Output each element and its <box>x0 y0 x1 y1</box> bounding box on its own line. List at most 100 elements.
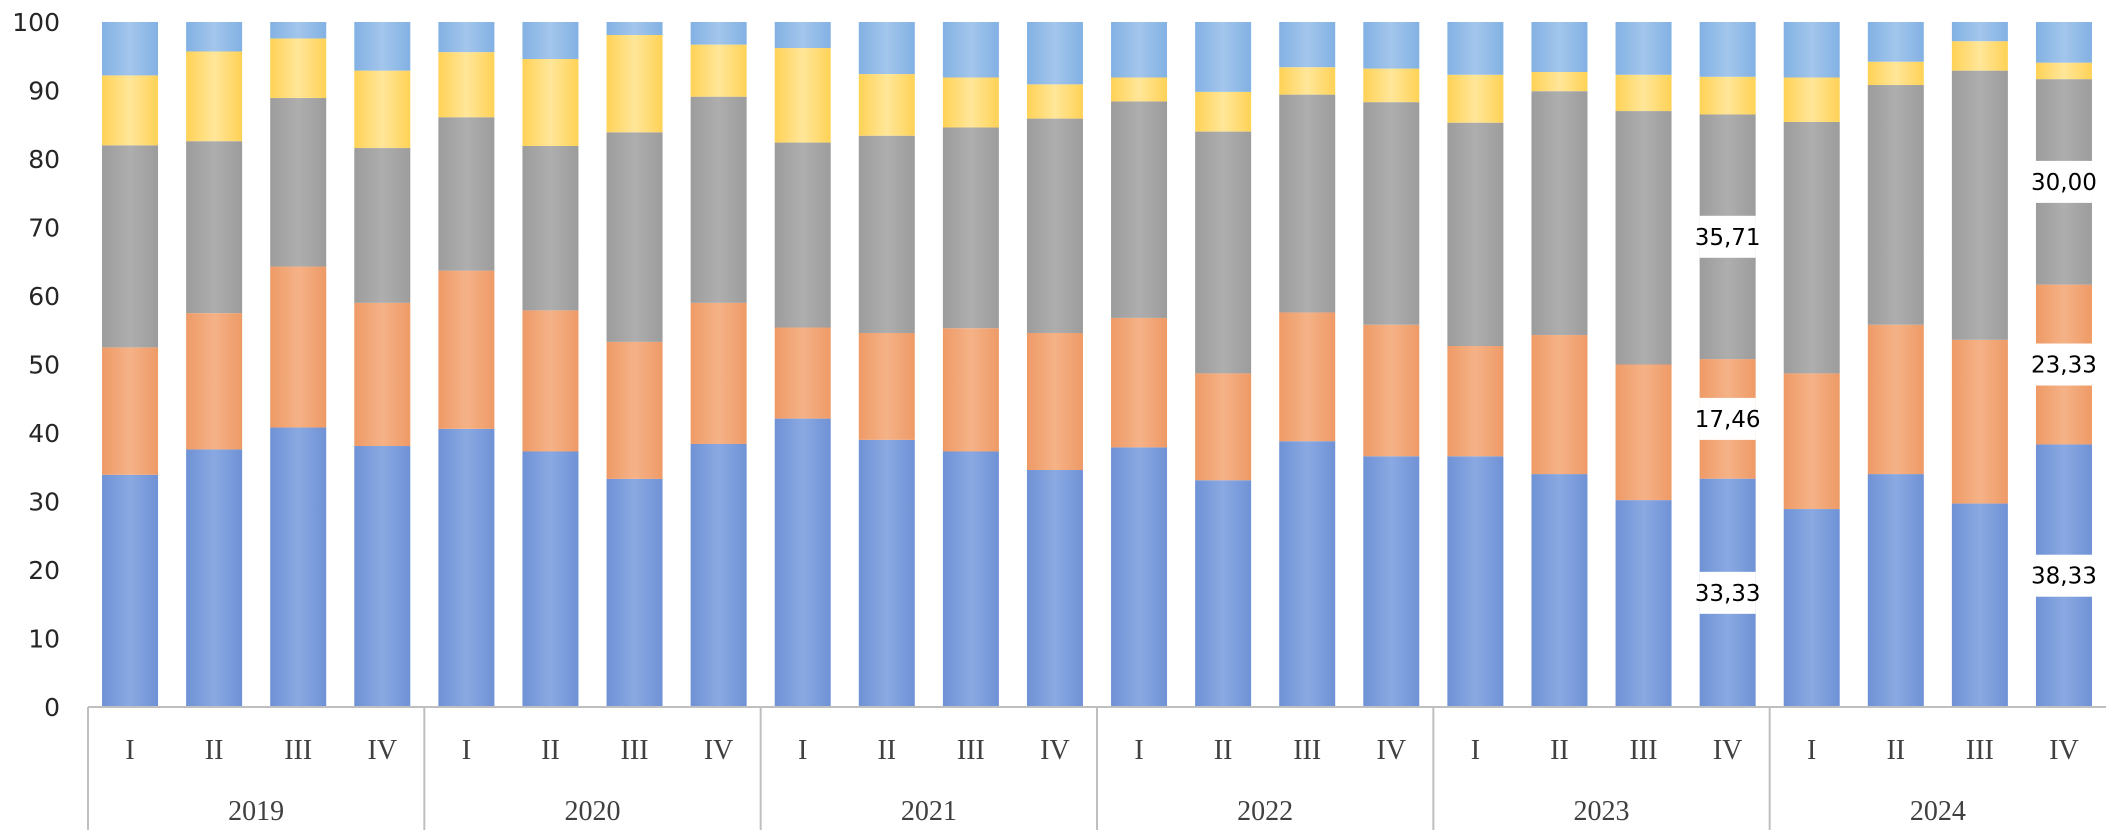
bar-segment-series-1 <box>522 451 579 707</box>
bar-segment-series-1 <box>1363 456 1420 707</box>
quarter-label: II <box>877 735 896 766</box>
bar-segment-series-4 <box>1783 77 1840 123</box>
quarter-label: II <box>1886 735 1905 766</box>
bar-segment-series-2 <box>942 328 999 452</box>
quarter-label: I <box>125 735 134 766</box>
data-label-box <box>1699 397 1756 440</box>
data-label-box <box>2035 160 2092 203</box>
bar-segment-series-1 <box>1783 509 1840 707</box>
bar-segment-series-5 <box>1111 22 1168 78</box>
bar-segment-series-1 <box>102 474 159 707</box>
bar-segment-series-1 <box>270 427 327 707</box>
bar-segment-series-4 <box>1867 61 1924 86</box>
quarter-label: IV <box>1377 735 1407 766</box>
bar-segment-series-1 <box>1111 447 1168 707</box>
bar-segment-series-3 <box>438 117 495 271</box>
data-label: 30,00 <box>2031 170 2097 196</box>
bar-segment-series-2 <box>774 327 831 419</box>
y-tick-label: 60 <box>28 282 60 311</box>
quarter-label: IV <box>1713 735 1743 766</box>
y-tick-label: 20 <box>28 556 60 585</box>
bar-segment-series-2 <box>1195 373 1252 481</box>
quarter-label: I <box>462 735 471 766</box>
bar-segment-series-4 <box>186 51 243 142</box>
bar-segment-series-1 <box>1867 474 1924 707</box>
bar-segment-series-2 <box>1363 324 1420 457</box>
bar-segment-series-5 <box>690 22 747 45</box>
quarter-label: III <box>621 735 649 766</box>
bar-segment-series-5 <box>522 22 579 59</box>
data-label-box <box>1699 215 1756 258</box>
bar-segment-series-4 <box>354 70 411 149</box>
bar-segment-series-3 <box>1279 94 1336 313</box>
bar-segment-series-4 <box>942 77 999 128</box>
quarter-label: I <box>798 735 807 766</box>
bar-segment-series-1 <box>1447 456 1504 707</box>
bar-segment-series-5 <box>1279 22 1336 68</box>
bar-segment-series-2 <box>606 341 663 479</box>
bar-segment-series-5 <box>1026 22 1083 85</box>
data-label: 38,33 <box>2031 564 2097 590</box>
quarter-label: I <box>1471 735 1480 766</box>
data-labels-layer: 33,33 17,46 35,71 38,33 23,33 30,00 <box>1695 160 2097 614</box>
bar-segment-series-3 <box>1195 131 1252 374</box>
bar-segment-series-4 <box>270 38 327 99</box>
data-label: 23,33 <box>2031 353 2097 379</box>
bar-segment-series-3 <box>606 132 663 342</box>
quarter-label: II <box>1214 735 1233 766</box>
bar-segment-series-2 <box>1111 317 1168 448</box>
bar-segment-series-5 <box>858 22 915 75</box>
quarter-label: III <box>957 735 985 766</box>
bar-segment-series-4 <box>1699 76 1756 115</box>
data-label-box <box>2035 343 2092 386</box>
bar-segment-series-2 <box>522 310 579 452</box>
y-tick-label: 40 <box>28 419 60 448</box>
year-label: 2019 <box>228 796 284 827</box>
bar-segment-series-4 <box>1363 68 1420 103</box>
year-label: 2021 <box>901 796 957 827</box>
bar-segment-series-5 <box>1363 22 1420 69</box>
bar-segment-series-3 <box>1111 101 1168 318</box>
quarter-label: III <box>1966 735 1994 766</box>
bar-segment-series-2 <box>270 266 327 428</box>
bar-segment-series-2 <box>102 347 159 475</box>
bar-segment-series-3 <box>942 127 999 329</box>
bar-segment-series-3 <box>1531 91 1588 336</box>
bar-segment-series-2 <box>1447 346 1504 457</box>
data-label-box <box>2035 554 2092 597</box>
bar-segment-series-4 <box>1026 84 1083 119</box>
bar-segment-series-2 <box>438 270 495 429</box>
bar-segment-series-1 <box>1026 469 1083 707</box>
bar-segment-series-2 <box>1279 312 1336 442</box>
bar-segment-series-4 <box>2035 62 2092 80</box>
bar-segment-series-3 <box>522 145 579 311</box>
bar-segment-series-1 <box>858 439 915 707</box>
bar-segment-series-1 <box>774 418 831 707</box>
bar-segment-series-3 <box>1783 122 1840 374</box>
bar-segment-series-1 <box>942 451 999 707</box>
bar-segment-series-2 <box>1531 335 1588 475</box>
bar-segment-series-5 <box>438 22 495 53</box>
bar-segment-series-4 <box>102 75 159 146</box>
bar-segment-series-2 <box>1615 364 1672 501</box>
y-tick-label: 80 <box>28 145 60 174</box>
year-label: 2022 <box>1237 796 1293 827</box>
bar-segment-series-1 <box>186 449 243 707</box>
bar-segment-series-5 <box>1867 22 1924 62</box>
bar-segment-series-2 <box>690 302 747 444</box>
bar-segment-series-4 <box>1951 41 2008 71</box>
bar-segment-series-5 <box>1615 22 1672 75</box>
quarter-label: II <box>541 735 560 766</box>
bar-segment-series-3 <box>1615 111 1672 365</box>
quarter-label: III <box>1293 735 1321 766</box>
quarter-label: III <box>284 735 312 766</box>
bar-segment-series-2 <box>1783 373 1840 510</box>
quarter-label: I <box>1807 735 1816 766</box>
bar-segment-series-5 <box>942 22 999 78</box>
year-label: 2020 <box>565 796 621 827</box>
bar-segment-series-3 <box>858 135 915 333</box>
quarter-label: IV <box>2049 735 2079 766</box>
bar-segment-series-1 <box>354 446 411 707</box>
bar-segment-series-1 <box>438 428 495 707</box>
